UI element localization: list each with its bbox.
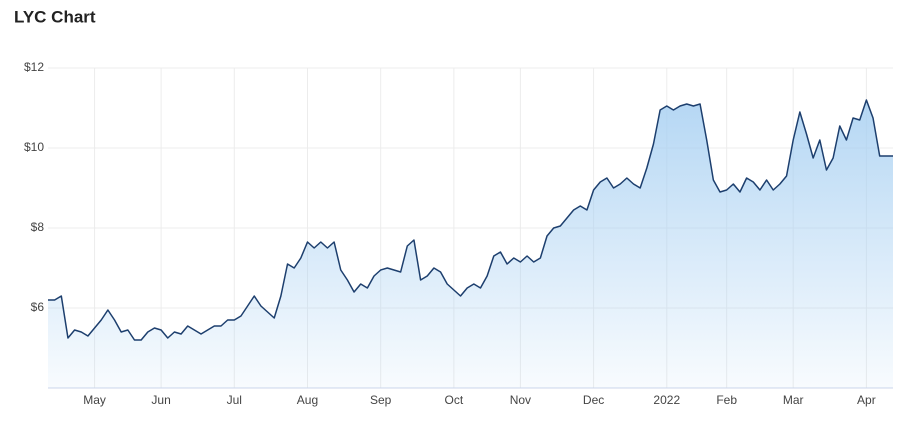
y-tick-label: $8 bbox=[31, 220, 45, 234]
x-tick-label: Aug bbox=[297, 393, 318, 407]
y-tick-label: $10 bbox=[24, 140, 44, 154]
x-tick-label: Feb bbox=[716, 393, 737, 407]
chart-title: LYC Chart bbox=[14, 7, 96, 26]
x-tick-label: Sep bbox=[370, 393, 392, 407]
y-tick-label: $12 bbox=[24, 60, 44, 74]
x-tick-label: Dec bbox=[583, 393, 604, 407]
x-tick-label: Apr bbox=[857, 393, 876, 407]
x-tick-label: Nov bbox=[510, 393, 531, 407]
area bbox=[48, 100, 893, 388]
y-tick-label: $6 bbox=[31, 300, 45, 314]
x-tick-label: 2022 bbox=[653, 393, 680, 407]
x-tick-label: Mar bbox=[783, 393, 804, 407]
x-tick-label: Jun bbox=[151, 393, 170, 407]
line bbox=[48, 99, 893, 341]
x-tick-label: Jul bbox=[227, 393, 242, 407]
x-tick-label: May bbox=[83, 393, 106, 407]
x-tick-label: Oct bbox=[445, 393, 464, 407]
